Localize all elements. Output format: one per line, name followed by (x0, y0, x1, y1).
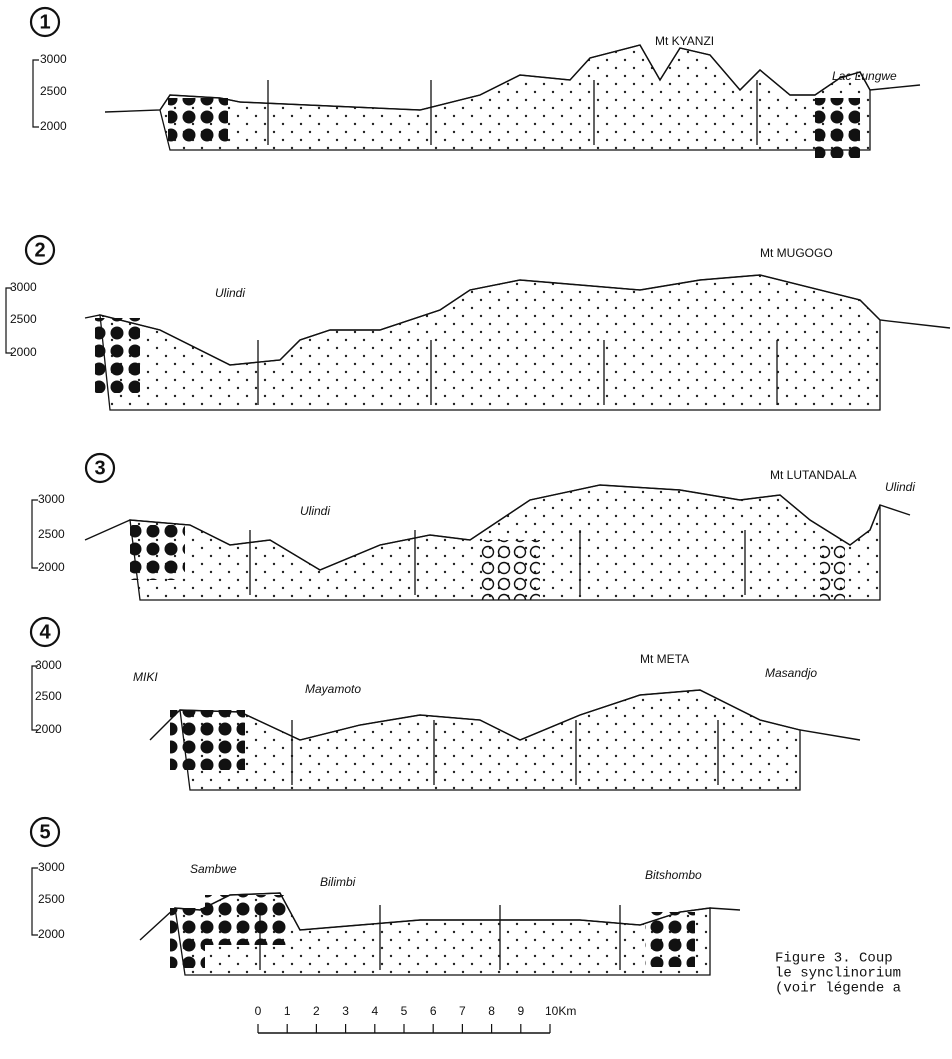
elevation-label: 3000 (38, 860, 65, 874)
scale-label: 6 (430, 1004, 437, 1018)
place-name: MIKI (133, 670, 158, 684)
place-name: Mt KYANZI (655, 34, 714, 48)
elevation-label: 3000 (38, 492, 65, 506)
conglomerate (815, 98, 860, 158)
place-name: Bitshombo (645, 868, 702, 882)
conglomerate (168, 98, 228, 146)
elevation-label: 2500 (38, 527, 65, 541)
figure: 1300025002000Mt KYANZILac Lungwe23000250… (0, 0, 952, 1059)
section-number: 4 (39, 621, 51, 643)
scale-label: 8 (488, 1004, 495, 1018)
scale-label: 5 (401, 1004, 408, 1018)
elevation-label: 2000 (40, 119, 67, 133)
scale-label: 0 (255, 1004, 262, 1018)
profile-fill (180, 690, 800, 790)
place-name: Bilimbi (320, 875, 356, 889)
place-name: Mt LUTANDALA (770, 468, 856, 482)
scale-label: 7 (459, 1004, 466, 1018)
section-number: 1 (39, 11, 50, 33)
conglomerate (95, 318, 140, 393)
section-number: 3 (94, 457, 105, 479)
place-name: Mayamoto (305, 682, 361, 696)
place-name: Masandjo (765, 666, 817, 680)
scale-label: 4 (371, 1004, 378, 1018)
section-number: 2 (34, 239, 45, 261)
elevation-label: 2500 (40, 84, 67, 98)
conglomerate (645, 912, 695, 967)
place-name: Sambwe (190, 862, 237, 876)
elevation-label: 2000 (35, 722, 62, 736)
ring-unit (480, 540, 540, 600)
place-name: Ulindi (215, 286, 245, 300)
elevation-label: 2000 (10, 345, 37, 359)
scale-label: 9 (517, 1004, 524, 1018)
elevation-label: 3000 (35, 658, 62, 672)
ring-unit (820, 545, 845, 600)
conglomerate (170, 908, 205, 968)
elevation-label: 2500 (10, 312, 37, 326)
scale-label: 1 (284, 1004, 291, 1018)
place-name: Ulindi (300, 504, 330, 518)
conglomerate (205, 895, 290, 945)
scale-label: 10Km (545, 1004, 576, 1018)
elevation-bracket (33, 60, 39, 127)
caption-line: (voir légende a (775, 981, 901, 997)
elevation-label: 3000 (10, 280, 37, 294)
elevation-label: 2000 (38, 560, 65, 574)
elevation-label: 2500 (35, 689, 62, 703)
place-name: Mt MUGOGO (760, 246, 833, 260)
section-number: 5 (39, 821, 50, 843)
place-name: Mt META (640, 652, 689, 666)
scale-label: 2 (313, 1004, 320, 1018)
elevation-label: 3000 (40, 52, 67, 66)
caption-line: Figure 3. Coup (775, 951, 893, 967)
caption-line: le synclinorium (775, 966, 901, 982)
conglomerate (170, 710, 245, 770)
elevation-label: 2500 (38, 892, 65, 906)
elevation-label: 2000 (38, 927, 65, 941)
place-name: Ulindi (885, 480, 915, 494)
conglomerate (130, 525, 185, 580)
profile-fill (160, 45, 870, 150)
scale-label: 3 (342, 1004, 349, 1018)
